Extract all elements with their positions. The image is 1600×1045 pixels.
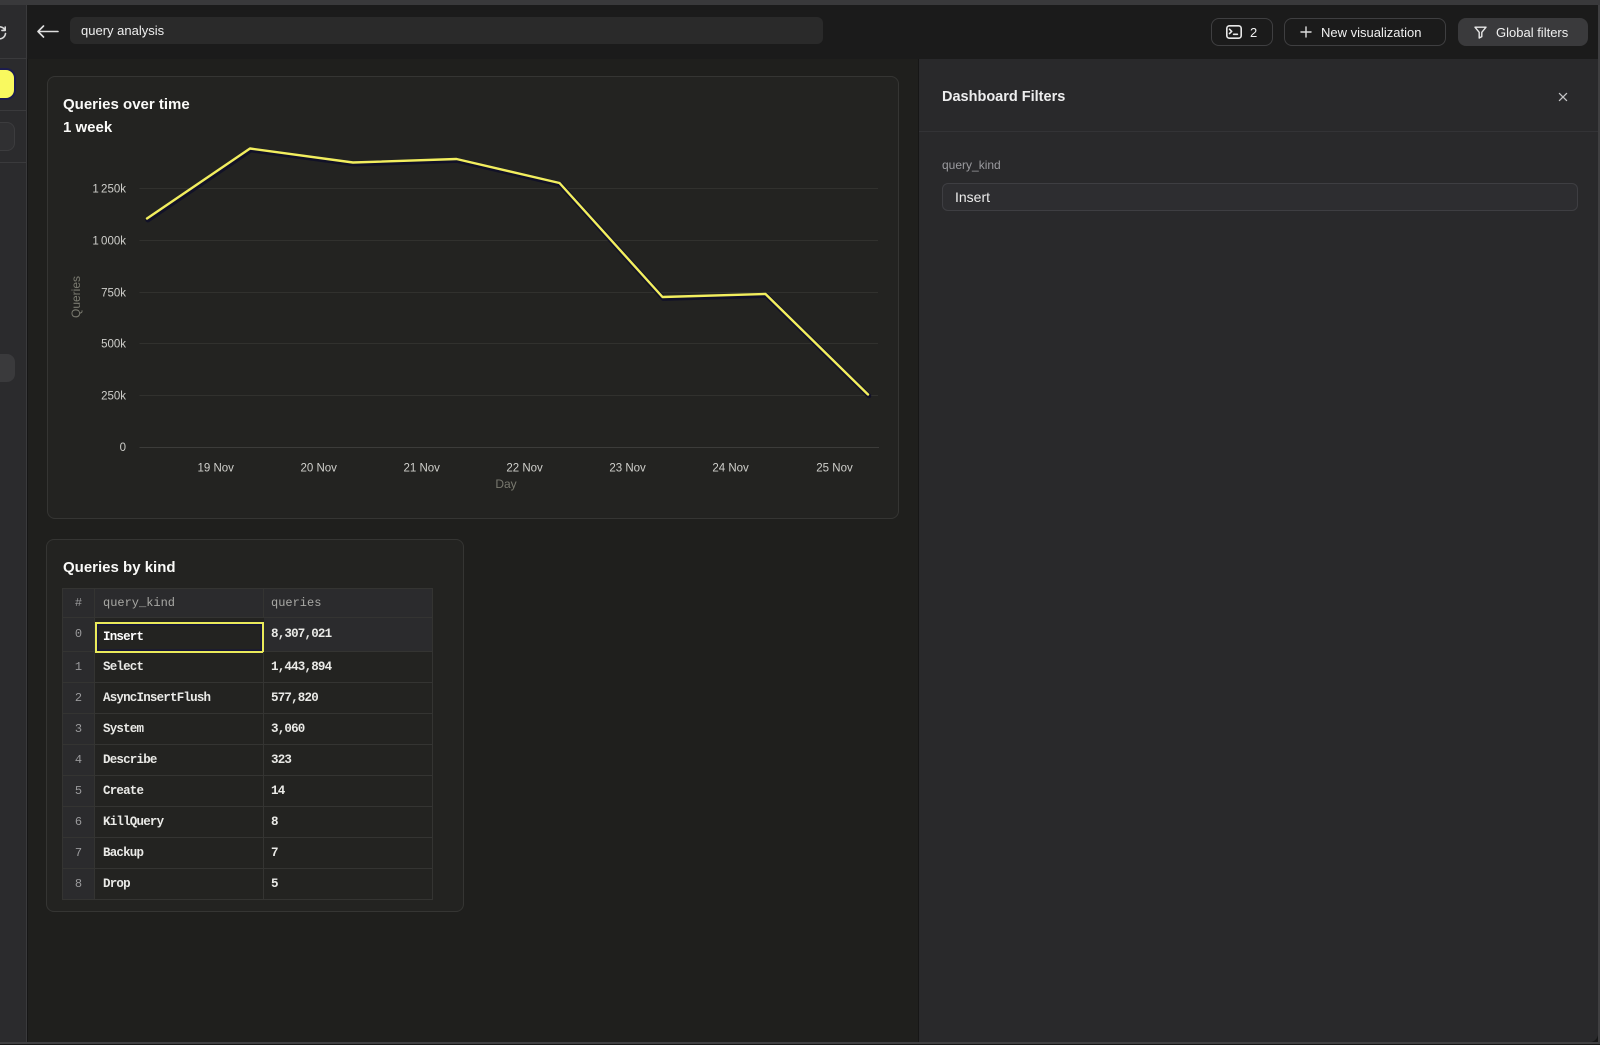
svg-text:24 Nov: 24 Nov	[712, 463, 749, 475]
svg-text:1 000k: 1 000k	[92, 236, 126, 248]
svg-text:750k: 750k	[101, 288, 126, 300]
svg-text:19 Nov: 19 Nov	[197, 463, 234, 475]
svg-text:Day: Day	[495, 477, 516, 491]
svg-text:0: 0	[120, 442, 126, 454]
svg-text:23 Nov: 23 Nov	[609, 463, 646, 475]
svg-text:21 Nov: 21 Nov	[403, 463, 440, 475]
svg-text:Queries: Queries	[69, 276, 83, 318]
svg-text:500k: 500k	[101, 339, 126, 351]
svg-text:1 250k: 1 250k	[92, 184, 126, 196]
svg-text:20 Nov: 20 Nov	[300, 463, 337, 475]
svg-text:22 Nov: 22 Nov	[506, 463, 543, 475]
svg-text:25 Nov: 25 Nov	[816, 463, 853, 475]
svg-text:250k: 250k	[101, 391, 126, 403]
